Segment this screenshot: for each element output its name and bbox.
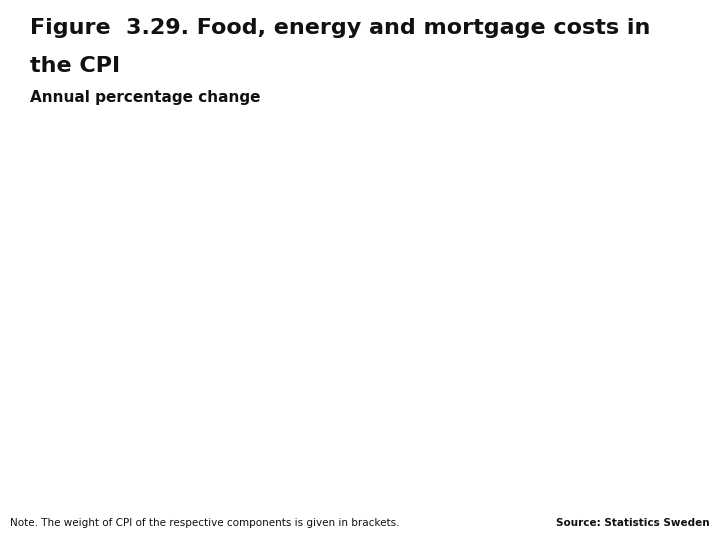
Text: Figure  3.29. Food, energy and mortgage costs in: Figure 3.29. Food, energy and mortgage c… <box>30 18 650 38</box>
Text: the CPI: the CPI <box>30 56 120 76</box>
Text: Note. The weight of CPI of the respective components is given in brackets.: Note. The weight of CPI of the respectiv… <box>10 518 400 528</box>
Text: Annual percentage change: Annual percentage change <box>30 90 261 105</box>
Text: Source: Statistics Sweden: Source: Statistics Sweden <box>557 518 710 528</box>
